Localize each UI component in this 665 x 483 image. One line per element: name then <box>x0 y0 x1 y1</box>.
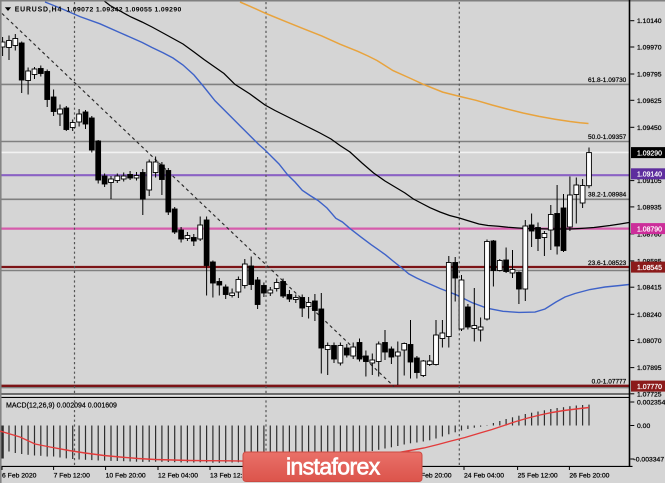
svg-text:1.08760: 1.08760 <box>637 231 662 238</box>
svg-text:24 Feb 04:00: 24 Feb 04:00 <box>464 473 504 480</box>
svg-text:1.10140: 1.10140 <box>637 18 662 25</box>
svg-text:7 Feb 12:00: 7 Feb 12:00 <box>54 473 90 480</box>
svg-text:1.09072 1.09342 1.09055 1.0929: 1.09072 1.09342 1.09055 1.09290 <box>67 6 182 13</box>
svg-text:1.08790: 1.08790 <box>637 226 662 233</box>
svg-text:26 Feb 20:00: 26 Feb 20:00 <box>569 473 609 480</box>
svg-text:13 Feb 12:00: 13 Feb 12:00 <box>210 473 250 480</box>
svg-text:1.09290: 1.09290 <box>637 150 662 157</box>
svg-text:1.09105: 1.09105 <box>637 178 662 185</box>
svg-text:6 Feb 2020: 6 Feb 2020 <box>2 473 37 480</box>
svg-text:instaforex: instaforex <box>286 454 381 480</box>
svg-text:25 Feb 12:00: 25 Feb 12:00 <box>518 473 558 480</box>
svg-text:1.09970: 1.09970 <box>637 45 662 52</box>
svg-text:MACD(12,26,9) 0.002094 0.00160: MACD(12,26,9) 0.002094 0.001609 <box>6 402 117 409</box>
svg-text:1.08070: 1.08070 <box>637 338 662 345</box>
svg-text:1.07725: 1.07725 <box>637 391 662 398</box>
svg-text:23.6-1.08523: 23.6-1.08523 <box>588 260 627 267</box>
svg-text:50.0-1.09357: 50.0-1.09357 <box>588 134 627 141</box>
svg-text:1.09625: 1.09625 <box>637 98 662 105</box>
svg-text:1.08415: 1.08415 <box>637 285 662 292</box>
svg-text:1.07895: 1.07895 <box>637 365 662 372</box>
svg-text:1.09450: 1.09450 <box>637 125 662 132</box>
svg-text:10 Feb 20:00: 10 Feb 20:00 <box>106 473 146 480</box>
svg-text:12 Feb 04:00: 12 Feb 04:00 <box>158 473 198 480</box>
svg-text:0.00: 0.00 <box>637 423 650 430</box>
svg-text:0.0-1.07777: 0.0-1.07777 <box>592 379 627 386</box>
svg-text:EURUSD,H4: EURUSD,H4 <box>15 6 62 13</box>
svg-text:1.09795: 1.09795 <box>637 72 662 79</box>
svg-text:1.07770: 1.07770 <box>637 384 662 391</box>
svg-text:61.8-1.09730: 61.8-1.09730 <box>588 77 627 84</box>
svg-text:1.08935: 1.08935 <box>637 204 662 211</box>
svg-text:38.2-1.08984: 38.2-1.08984 <box>588 192 627 199</box>
svg-text:1.09140: 1.09140 <box>637 172 662 179</box>
svg-text:21 Feb 20:00: 21 Feb 20:00 <box>412 473 452 480</box>
svg-text:1.08240: 1.08240 <box>637 312 662 319</box>
svg-text:-0.003347: -0.003347 <box>634 457 665 464</box>
svg-text:1.08545: 1.08545 <box>637 265 662 272</box>
svg-text:0.002354: 0.002354 <box>637 400 665 407</box>
